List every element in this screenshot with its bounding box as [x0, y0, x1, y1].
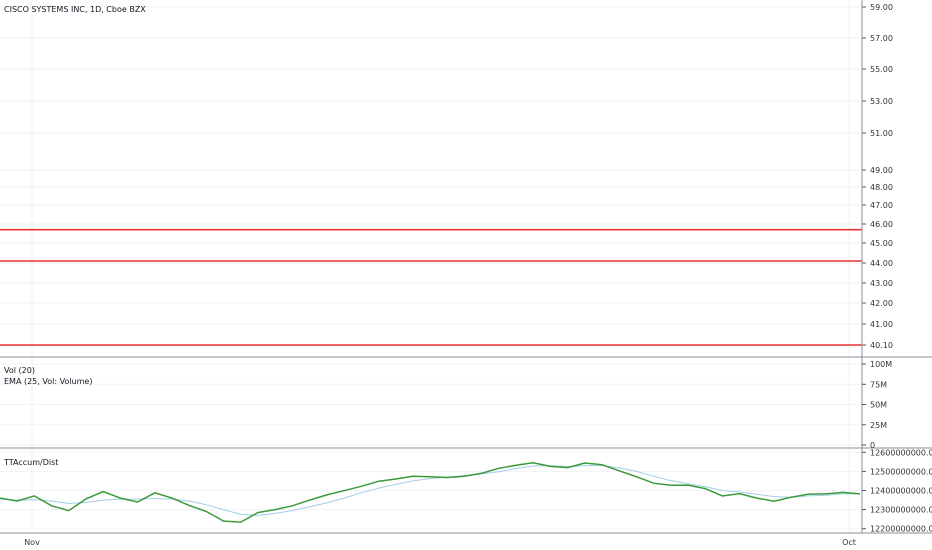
indicator-main-line: [0, 462, 861, 523]
y-tick-label: 43.00: [870, 279, 893, 288]
grid-layer: [0, 0, 862, 532]
indicator-legend: TTAccum/Dist: [3, 458, 58, 467]
labels: CISCO SYSTEMS INC, 1D, Cboe BZX Vol (20)…: [3, 5, 146, 467]
y-tick-label: 51.00: [870, 129, 893, 138]
y-tick-label: 57.00: [870, 34, 893, 43]
y-tick-label: 53.00: [870, 97, 893, 106]
y-tick-label: 0: [870, 441, 875, 450]
y-tick-label: 42.00: [870, 299, 893, 308]
y-tick-label: 25M: [870, 421, 887, 430]
y-tick-label: 46.00: [870, 220, 893, 229]
y-tick-label: 75M: [870, 380, 887, 389]
y-tick-label: 12200000000.00: [870, 525, 932, 534]
indicator-lines: [0, 462, 861, 523]
y-tick-label: 59.00: [870, 3, 893, 12]
ema-legend: EMA (25, Vol: Volume): [4, 377, 92, 386]
x-tick-label: Oct: [842, 538, 856, 547]
y-tick-label: 50M: [870, 401, 887, 410]
y-tick-label: 49.00: [870, 166, 893, 175]
y-tick-label: 55.00: [870, 65, 893, 74]
y-tick-label: 41.00: [870, 320, 893, 329]
x-tick-label: Nov: [24, 538, 40, 547]
main-title: CISCO SYSTEMS INC, 1D, Cboe BZX: [4, 5, 146, 14]
y-tick-label: 40.10: [870, 341, 893, 350]
y-tick-label: 44.00: [870, 259, 893, 268]
y-tick-label: 12300000000.00: [870, 506, 932, 515]
y-tick-label: 45.00: [870, 239, 893, 248]
y-tick-label: 12600000000.00: [870, 448, 932, 457]
y-tick-label: 48.00: [870, 183, 893, 192]
support-lines: [0, 228, 862, 346]
y-tick-label: 12500000000.00: [870, 467, 932, 476]
y-tick-label: 100M: [870, 360, 892, 369]
y-tick-label: 12400000000.00: [870, 487, 932, 496]
volume-legend: Vol (20): [4, 366, 35, 375]
y-tick-label: 47.00: [870, 201, 893, 210]
